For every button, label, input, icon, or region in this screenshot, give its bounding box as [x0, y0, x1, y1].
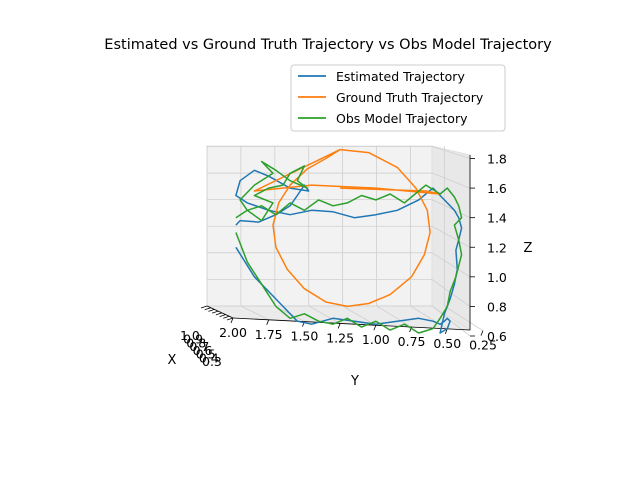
y-tick-label: 1.25 — [326, 330, 354, 345]
x-tick-mark — [215, 312, 222, 316]
z-tick-label: 0.8 — [487, 299, 507, 314]
grid-line — [431, 172, 471, 189]
grid-line — [240, 305, 269, 321]
x-tick-mark — [223, 315, 230, 319]
x-axis: 1.00.90.80.70.60.50.40.3 — [180, 305, 234, 369]
series-line-3 — [235, 160, 463, 334]
x-tick-label: 1.0 — [180, 328, 200, 343]
chart-title: Estimated vs Ground Truth Trajectory vs … — [104, 37, 552, 53]
grid-line — [444, 305, 484, 331]
axes-panes — [206, 145, 472, 331]
x-tick-mark — [212, 310, 219, 314]
x-axis-label: X — [168, 353, 177, 368]
grid-line — [308, 305, 341, 324]
z-tick-label: 1.2 — [487, 240, 507, 255]
y-tick-label: 2.00 — [219, 325, 247, 340]
x-axis-line — [206, 305, 234, 319]
y-tick-label: 0.25 — [469, 338, 497, 353]
y-tick-label: 1.50 — [291, 329, 319, 344]
x-tick-label: 0.6 — [193, 343, 213, 358]
legend: Estimated Trajectory Ground Truth Traject… — [290, 64, 506, 132]
x-tick-label: 0.3 — [202, 354, 222, 369]
y-axis-label: Y — [350, 374, 359, 389]
z-tick-label: 1.0 — [487, 270, 507, 285]
y-axis-line — [232, 317, 471, 331]
x-tick-mark — [226, 317, 234, 321]
y-tick-label: 0.50 — [433, 336, 461, 351]
grid-line — [342, 305, 377, 326]
y-tick-mark — [230, 317, 234, 324]
y-tick-mark — [266, 319, 270, 325]
z-tick-label: 1.6 — [487, 181, 507, 196]
z-axis: 0.6 0.8 1.0 1.2 1.4 1.6 1.8 — [469, 152, 507, 344]
x-tick-mark — [204, 307, 211, 311]
x-tick-mark — [200, 305, 208, 309]
grid-line — [431, 146, 471, 159]
x-tick-label: 0.9 — [183, 332, 203, 347]
x-tick-label: 0.8 — [186, 335, 206, 350]
legend-entry: Ground Truth Trajectory — [336, 90, 484, 105]
x-tick-mark — [208, 309, 215, 312]
grid-line — [376, 305, 412, 328]
z-tick-label: 0.6 — [487, 329, 507, 344]
grid-line — [431, 199, 471, 219]
series-lines — [235, 148, 463, 334]
legend-entry: Estimated Trajectory — [336, 69, 465, 84]
grid-line — [431, 252, 471, 278]
y-tick-label: 0.75 — [398, 334, 426, 349]
grid-lines — [206, 146, 484, 337]
x-tick-label: 0.4 — [199, 350, 219, 365]
x-tick-label: 0.7 — [189, 339, 209, 354]
y-tick-mark — [480, 330, 484, 336]
z-tick-label: 1.8 — [487, 152, 507, 167]
z-tick-label: 1.4 — [487, 211, 507, 226]
y-tick-mark — [373, 325, 377, 331]
x-tick-mark — [219, 314, 226, 317]
x-tick-label: 0.5 — [196, 347, 216, 362]
z-axis-label: Z — [524, 241, 533, 256]
y-tick-label: 1.00 — [362, 332, 390, 347]
series-line-2 — [253, 148, 441, 308]
grid-line — [431, 225, 471, 248]
legend-entry: Obs Model Trajectory — [336, 111, 468, 126]
y-tick-mark — [337, 323, 341, 329]
y-tick-label: 1.75 — [255, 327, 283, 342]
grid-line — [431, 305, 471, 337]
legend-box — [290, 64, 506, 132]
grid-line — [431, 279, 471, 307]
